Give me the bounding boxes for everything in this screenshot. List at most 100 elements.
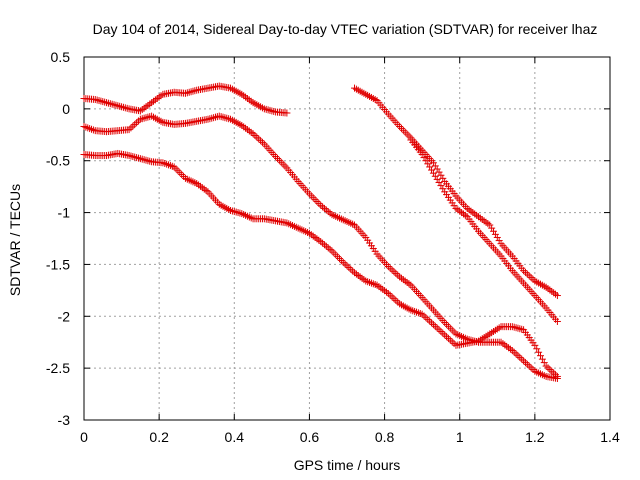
- y-tick-label: 0.5: [51, 49, 71, 65]
- data-point-track-c: [234, 209, 242, 217]
- data-point-track-a: [181, 89, 189, 97]
- data-point-track-d: [403, 130, 411, 138]
- data-point-track-c: [129, 153, 137, 161]
- data-point-track-b: [125, 126, 133, 134]
- data-point-track-c: [335, 255, 343, 263]
- data-point-track-d: [431, 162, 439, 170]
- data-point-track-c: [133, 154, 141, 162]
- data-point-track-c: [332, 251, 340, 259]
- data-point-track-d: [433, 165, 441, 173]
- data-point-track-b: [133, 119, 141, 127]
- data-point-track-c: [140, 156, 148, 164]
- data-point-track-b: [315, 199, 323, 207]
- y-axis-label: SDTVAR / TECUs: [7, 184, 23, 296]
- data-point-track-c: [326, 245, 334, 253]
- data-point-track-a: [119, 103, 127, 111]
- data-point-track-b: [392, 269, 400, 277]
- data-point-track-c: [546, 366, 554, 374]
- data-point-track-a: [270, 107, 278, 115]
- data-point-track-a: [189, 87, 197, 95]
- x-tick-label: 1.4: [600, 429, 620, 445]
- data-point-track-c: [446, 336, 454, 344]
- data-point-track-c: [508, 323, 516, 331]
- data-point-track-c: [429, 321, 437, 329]
- data-point-track-b: [518, 355, 526, 363]
- data-point-track-c: [550, 369, 558, 377]
- data-point-track-b: [277, 158, 285, 166]
- data-point-track-b: [319, 203, 327, 211]
- data-point-track-c: [535, 348, 543, 356]
- data-point-track-b: [281, 162, 289, 170]
- data-point-track-b: [217, 113, 225, 121]
- data-point-track-a: [266, 106, 274, 114]
- data-point-track-c: [341, 260, 349, 268]
- x-tick-label: 1: [456, 429, 464, 445]
- data-point-track-c: [422, 314, 430, 322]
- data-point-track-b: [275, 156, 283, 164]
- data-point-track-c: [544, 364, 552, 372]
- y-tick-label: -2: [58, 308, 71, 324]
- data-point-track-c: [388, 293, 396, 301]
- x-tick-label: 0: [80, 429, 88, 445]
- data-point-track-c: [146, 157, 154, 165]
- data-point-track-c: [536, 352, 544, 360]
- data-point-track-b: [443, 320, 451, 328]
- y-tick-label: -0.5: [46, 153, 70, 169]
- data-point-track-a: [187, 88, 195, 96]
- data-point-track-c: [136, 155, 144, 163]
- x-tick-label: 1.2: [525, 429, 545, 445]
- y-tick-label: -1: [58, 205, 71, 221]
- data-point-track-b: [311, 196, 319, 204]
- plot-frame: [83, 56, 611, 421]
- data-point-track-e: [426, 163, 434, 171]
- x-tick-label: 0.2: [149, 429, 169, 445]
- data-point-track-c: [450, 340, 458, 348]
- data-point-track-b: [444, 322, 452, 330]
- data-point-track-c: [328, 247, 336, 255]
- data-point-track-d: [490, 227, 498, 235]
- data-point-track-c: [174, 167, 182, 175]
- data-point-track-e: [429, 169, 437, 177]
- data-point-track-a: [108, 100, 116, 108]
- data-point-track-c: [142, 156, 150, 164]
- data-point-track-b: [221, 114, 229, 122]
- data-point-track-a: [93, 96, 101, 104]
- data-point-track-b: [136, 115, 144, 123]
- data-point-track-c: [320, 241, 328, 249]
- data-point-track-d: [495, 237, 503, 245]
- data-point-track-b: [512, 350, 520, 358]
- data-point-track-d: [437, 171, 445, 179]
- data-point-track-c: [428, 319, 436, 327]
- data-point-track-c: [514, 324, 522, 332]
- data-point-track-c: [426, 317, 434, 325]
- data-point-track-d: [439, 174, 447, 182]
- data-point-track-b: [324, 208, 332, 216]
- data-point-track-b: [448, 326, 456, 334]
- data-point-track-a: [103, 99, 111, 107]
- data-point-track-a: [91, 96, 99, 104]
- data-point-track-c: [540, 359, 548, 367]
- data-point-track-b: [142, 114, 150, 122]
- data-point-track-a: [101, 98, 109, 106]
- data-point-track-b: [258, 138, 266, 146]
- data-point-track-c: [131, 153, 139, 161]
- data-point-track-a: [121, 104, 129, 112]
- data-point-track-c: [127, 152, 135, 160]
- data-point-track-c: [512, 324, 520, 332]
- data-point-track-b: [527, 364, 535, 372]
- data-point-track-a: [191, 87, 199, 95]
- data-point-track-c: [435, 326, 443, 334]
- tick-layer: 0 0.2 0.4 0.6 0.8 1 1.2 1.4 -3 -2.5 -2 -1.5 -1 -0.5 0 0…: [46, 49, 620, 445]
- data-point-track-b: [257, 137, 265, 145]
- data-point-track-d: [527, 274, 535, 282]
- data-point-track-c: [345, 264, 353, 272]
- data-point-track-b: [520, 357, 528, 365]
- data-point-track-a: [183, 89, 191, 97]
- y-tick-label: -3: [58, 412, 71, 428]
- data-point-track-c: [518, 325, 526, 333]
- data-point-track-c: [330, 249, 338, 257]
- x-tick-label: 0.6: [300, 429, 320, 445]
- x-tick-label: 0.4: [225, 429, 245, 445]
- data-point-track-a: [116, 102, 124, 110]
- data-point-track-e: [437, 182, 445, 190]
